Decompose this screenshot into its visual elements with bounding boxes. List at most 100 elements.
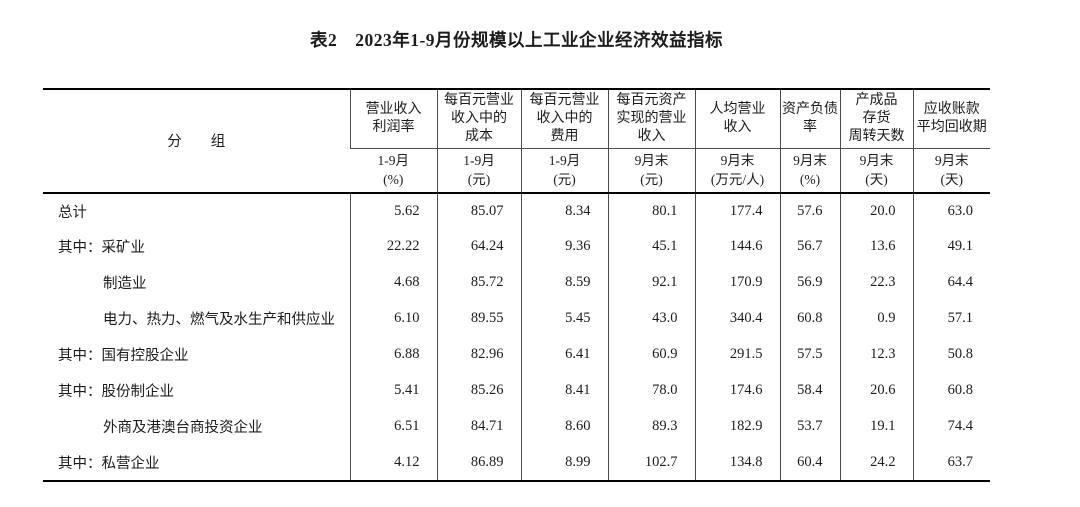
- unit-label: (元): [467, 172, 491, 188]
- value-cell: 340.4: [694, 300, 780, 337]
- value-cell: 5.45: [520, 300, 608, 337]
- value-cell: 13.6: [839, 228, 913, 265]
- column-header: 营业收入 利润率: [349, 89, 437, 149]
- value-cell: 9.36: [520, 228, 608, 265]
- value-cell: 57.6: [779, 192, 840, 229]
- value-cell: 85.07: [436, 192, 521, 229]
- value-cell: 182.9: [694, 408, 780, 445]
- value-cell: 291.5: [694, 336, 780, 373]
- value-cell: 74.4: [912, 408, 990, 445]
- period-label: 9月末: [793, 153, 827, 169]
- period-label: 9月末: [859, 153, 894, 169]
- value-cell: 4.12: [349, 444, 437, 481]
- value-cell: 5.41: [349, 372, 437, 409]
- unit-header: 9月末 (%): [779, 148, 840, 194]
- value-cell: 63.7: [912, 444, 990, 481]
- value-cell: 22.3: [839, 264, 913, 301]
- value-cell: 174.6: [694, 372, 780, 409]
- value-cell: 45.1: [607, 228, 695, 265]
- table-title: 表2 2023年1-9月份规模以上工业企业经济效益指标: [309, 30, 724, 50]
- value-cell: 8.99: [520, 444, 608, 481]
- table-row: 其中：股份制企业 5.41 85.26 8.41 78.0 174.6 58.4…: [43, 372, 990, 409]
- value-cell: 56.7: [779, 228, 840, 265]
- value-cell: 63.0: [912, 192, 990, 229]
- column-header: 每百元资产 实现的营业 收入: [607, 89, 695, 149]
- unit-header: 1-9月 (元): [520, 148, 608, 194]
- value-cell: 177.4: [694, 192, 780, 229]
- unit-label: (万元/人): [710, 172, 765, 188]
- row-label: 外商及港澳台商投资企业: [103, 420, 263, 436]
- row-label: 其中：采矿业: [58, 240, 145, 256]
- value-cell: 19.1: [839, 408, 913, 445]
- column-header: 每百元营业 收入中的 费用: [520, 89, 608, 149]
- row-label: 电力、热力、燃气及水生产和供应业: [103, 312, 335, 328]
- period-label: 1-9月: [463, 153, 495, 169]
- value-cell: 50.8: [912, 336, 990, 373]
- row-label: 其中：国有控股企业: [58, 348, 189, 364]
- value-cell: 6.51: [349, 408, 437, 445]
- row-label: 制造业: [103, 276, 147, 292]
- value-cell: 0.9: [839, 300, 913, 337]
- period-label: 9月末: [634, 153, 669, 169]
- value-cell: 8.34: [520, 192, 608, 229]
- unit-header: 9月末 (天): [912, 148, 990, 194]
- value-cell: 64.4: [912, 264, 990, 301]
- value-cell: 89.55: [436, 300, 521, 337]
- value-cell: 53.7: [779, 408, 840, 445]
- header-row-units: 1-9月 (%) 1-9月 (元) 1-9月 (元) 9月末 (元) 9月末 (万元/人)…: [43, 148, 990, 194]
- unit-header: 9月末 (天): [839, 148, 913, 194]
- value-cell: 8.41: [520, 372, 608, 409]
- value-cell: 64.24: [436, 228, 521, 265]
- unit-label: (%): [799, 172, 821, 188]
- value-cell: 8.60: [520, 408, 608, 445]
- column-header: 每百元营业 收入中的 成本: [436, 89, 521, 149]
- table-row: 其中：国有控股企业 6.88 82.96 6.41 60.9 291.5 57.…: [43, 336, 990, 373]
- value-cell: 86.89: [436, 444, 521, 481]
- value-cell: 60.4: [779, 444, 840, 481]
- column-header: 应收账款 平均回收期: [912, 89, 990, 149]
- value-cell: 57.5: [779, 336, 840, 373]
- value-cell: 20.6: [839, 372, 913, 409]
- period-label: 9月末: [934, 153, 969, 169]
- value-cell: 5.62: [349, 192, 437, 229]
- economic-indicators-table: 分 组 营业收入 利润率 每百元营业 收入中的 成本 每百元营业 收入中的 费用…: [43, 88, 990, 482]
- value-cell: 20.0: [839, 192, 913, 229]
- value-cell: 85.26: [436, 372, 521, 409]
- unit-label: (元): [640, 172, 663, 188]
- unit-label: (天): [865, 172, 888, 188]
- value-cell: 60.9: [607, 336, 695, 373]
- value-cell: 84.71: [436, 408, 521, 445]
- value-cell: 12.3: [839, 336, 913, 373]
- unit-label: (天): [940, 172, 964, 188]
- unit-header: 9月末 (万元/人): [694, 148, 780, 194]
- value-cell: 85.72: [436, 264, 521, 301]
- column-header: 人均营业 收入: [694, 89, 780, 149]
- value-cell: 43.0: [607, 300, 695, 337]
- value-cell: 57.1: [912, 300, 990, 337]
- table-row: 制造业 4.68 85.72 8.59 92.1 170.9 56.9 22.3…: [43, 264, 990, 301]
- unit-label: (%): [383, 172, 404, 188]
- column-header: 资产负债 率: [779, 89, 840, 149]
- value-cell: 170.9: [694, 264, 780, 301]
- value-cell: 60.8: [912, 372, 990, 409]
- value-cell: 8.59: [520, 264, 608, 301]
- value-cell: 58.4: [779, 372, 840, 409]
- value-cell: 102.7: [607, 444, 695, 481]
- unit-header: 1-9月 (%): [350, 148, 437, 194]
- value-cell: 22.22: [349, 228, 437, 265]
- table-row: 外商及港澳台商投资企业 6.51 84.71 8.60 89.3 182.9 5…: [43, 408, 990, 445]
- value-cell: 49.1: [912, 228, 990, 265]
- value-cell: 6.41: [520, 336, 608, 373]
- value-cell: 82.96: [436, 336, 521, 373]
- value-cell: 134.8: [694, 444, 780, 481]
- value-cell: 92.1: [607, 264, 695, 301]
- value-cell: 4.68: [349, 264, 437, 301]
- table-row: 总计 5.62 85.07 8.34 80.1 177.4 57.6 20.0 …: [43, 192, 990, 229]
- row-label: 其中：私营企业: [58, 455, 160, 472]
- period-label: 1-9月: [377, 153, 410, 169]
- value-cell: 144.6: [694, 228, 780, 265]
- value-cell: 6.10: [349, 300, 437, 337]
- table-row: 其中：私营企业 4.12 86.89 8.99 102.7 134.8 60.4…: [43, 444, 990, 481]
- period-label: 9月末: [720, 153, 755, 169]
